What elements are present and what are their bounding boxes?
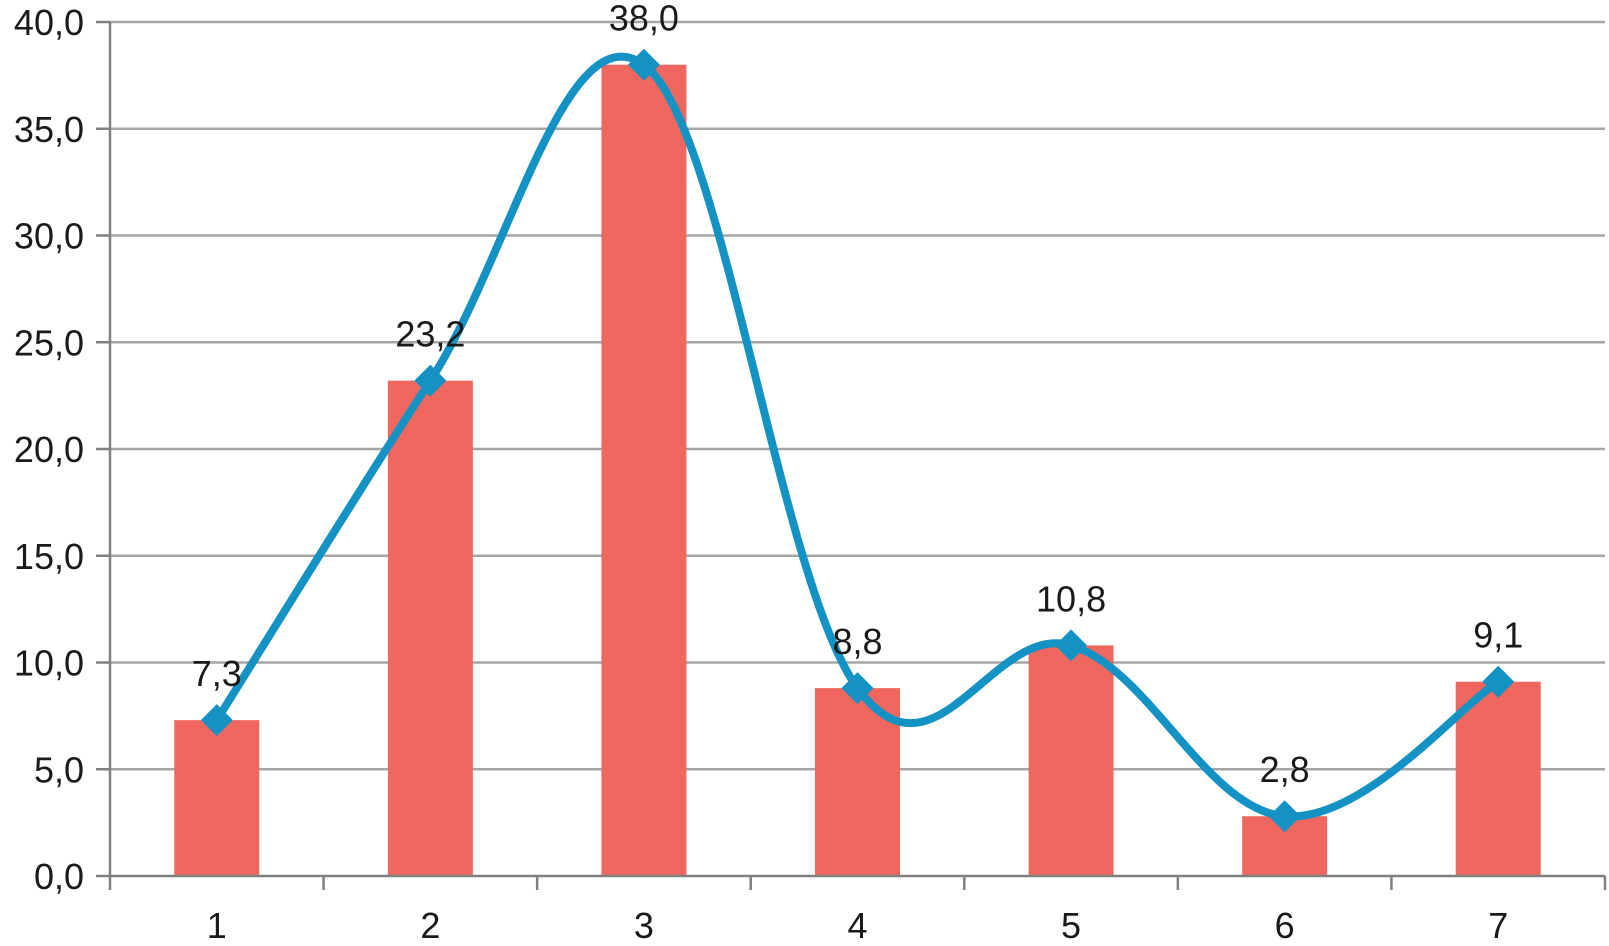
x-tick-label-1: 1 — [207, 905, 227, 946]
y-tick-label-8: 40,0 — [14, 2, 84, 43]
line-marker-7 — [1482, 665, 1515, 698]
line-marker-4 — [841, 672, 874, 705]
gridlines — [110, 20, 1605, 771]
data-label-7: 9,1 — [1473, 615, 1523, 656]
line-marker-3 — [627, 48, 660, 81]
y-tick-label-4: 20,0 — [14, 429, 84, 470]
line-marker-2 — [414, 364, 447, 397]
y-tick-label-3: 15,0 — [14, 536, 84, 577]
bar-3 — [601, 64, 687, 876]
y-tick-label-7: 35,0 — [14, 109, 84, 150]
data-labels: 7,3 23,2 38,0 8,8 10,8 2,8 9,1 — [192, 0, 1523, 790]
x-tick-label-7: 7 — [1488, 905, 1508, 946]
y-tick-label-0: 0,0 — [34, 856, 84, 897]
x-tick-label-4: 4 — [847, 905, 867, 946]
data-label-6: 2,8 — [1260, 749, 1310, 790]
bar-7 — [1455, 681, 1541, 876]
bar-5 — [1028, 645, 1114, 876]
data-label-3: 38,0 — [609, 0, 679, 39]
line-marker-5 — [1055, 629, 1088, 662]
x-axis-tick-labels: 1 2 3 4 5 6 7 — [207, 905, 1508, 946]
line-marker-6 — [1268, 800, 1301, 833]
x-tick-label-3: 3 — [634, 905, 654, 946]
y-tick-label-6: 30,0 — [14, 216, 84, 257]
data-label-5: 10,8 — [1036, 578, 1106, 619]
data-label-1: 7,3 — [192, 653, 242, 694]
y-tick-label-1: 5,0 — [34, 749, 84, 790]
line-marker-1 — [200, 704, 233, 737]
y-axis-tick-labels: 0,0 5,0 10,0 15,0 20,0 25,0 30,0 35,0 40,0 — [14, 2, 84, 897]
y-tick-label-5: 25,0 — [14, 322, 84, 363]
y-tick-label-2: 10,0 — [14, 643, 84, 684]
x-tick-label-2: 2 — [420, 905, 440, 946]
x-tick-label-6: 6 — [1275, 905, 1295, 946]
bar-1 — [174, 720, 260, 876]
bar-2 — [387, 380, 473, 876]
line-markers — [200, 48, 1515, 833]
x-tick-label-5: 5 — [1061, 905, 1081, 946]
bar-series — [174, 64, 1541, 876]
data-label-2: 23,2 — [395, 314, 465, 355]
axes — [96, 20, 1607, 890]
data-label-4: 8,8 — [832, 621, 882, 662]
